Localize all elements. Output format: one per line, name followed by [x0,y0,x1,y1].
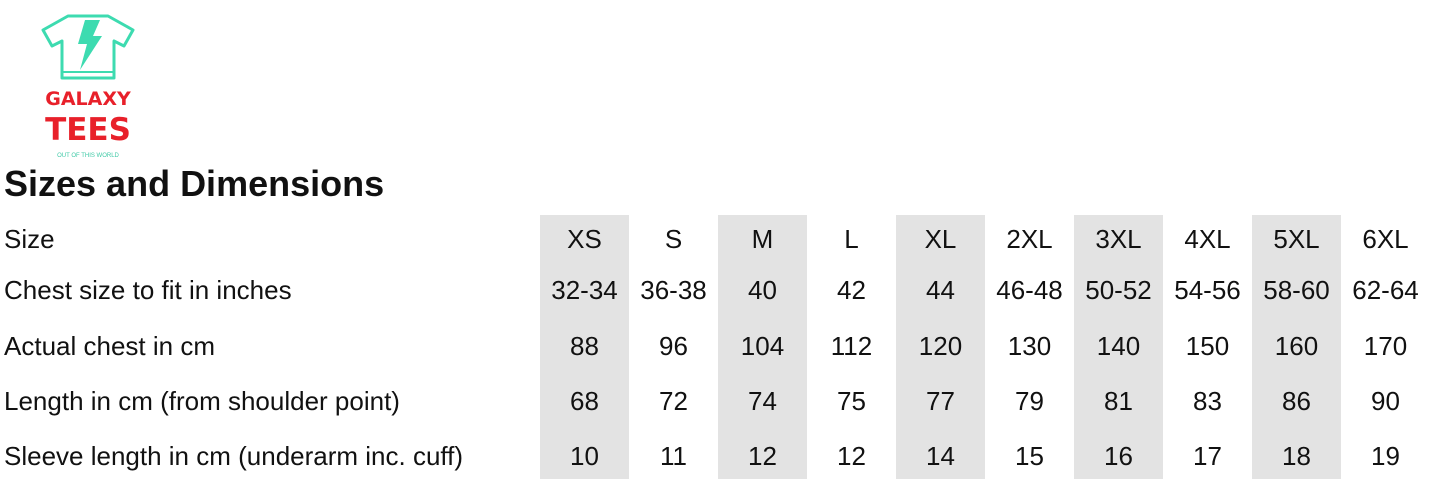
galaxy-tees-logo: GALAXY TEES OUT OF THIS WORLD [38,10,138,162]
table-cell: 42 [837,275,866,305]
row-label: Chest size to fit in inches [4,275,292,305]
table-cell: 12 [837,441,866,471]
table-cell: 75 [837,386,866,416]
size-header: 3XL [1095,224,1142,254]
column-shade [896,215,985,479]
table-cell: 68 [570,386,599,416]
table-cell: 96 [659,331,688,361]
table-cell: 79 [1015,386,1044,416]
table-cell: 170 [1363,331,1408,361]
table-cell: 77 [926,386,955,416]
table-cell: 50-52 [1085,275,1152,305]
table-cell: 32-34 [551,275,618,305]
table-cell: 15 [1015,441,1044,471]
column-shade [1252,215,1341,479]
table-cell: 19 [1371,441,1400,471]
row-label: Sleeve length in cm (underarm inc. cuff) [4,441,464,471]
table-cell: 90 [1371,386,1400,416]
table-cell: 120 [918,331,963,361]
column-shade [1074,215,1163,479]
logo-text-tees: TEES [45,112,131,148]
table-cell: 86 [1282,386,1311,416]
size-header: XS [567,224,602,254]
table-cell: 36-38 [640,275,707,305]
table-cell: 83 [1193,386,1222,416]
table-cell: 11 [660,441,687,471]
table-cell: 112 [830,331,873,361]
table-cell: 16 [1104,441,1133,471]
tshirt-lightning-icon [41,14,135,80]
row-label: Length in cm (from shoulder point) [4,386,400,416]
table-cell: 54-56 [1174,275,1241,305]
table-cell: 17 [1193,441,1222,471]
page-title: Sizes and Dimensions [4,163,385,204]
table-cell: 40 [748,275,777,305]
size-header: S [664,224,683,254]
logo-tagline: OUT OF THIS WORLD [57,153,119,159]
logo-text-galaxy: GALAXY [45,88,131,110]
table-cell: 18 [1282,441,1311,471]
table-cell: 88 [570,331,599,361]
size-header: XL [924,224,957,254]
size-header: M [751,224,774,254]
row-label-size: Size [4,224,55,254]
table-cell: 12 [748,441,777,471]
row-label: Actual chest in cm [4,331,215,361]
table-cell: 81 [1104,386,1133,416]
table-cell: 150 [1185,331,1230,361]
size-header: 4XL [1184,224,1231,254]
table-cell: 58-60 [1263,275,1330,305]
table-cell: 62-64 [1352,275,1419,305]
column-shade [718,215,807,479]
table-cell: 10 [570,441,599,471]
table-cell: 130 [1007,331,1052,361]
size-header: 6XL [1362,224,1409,254]
table-cell: 72 [659,386,688,416]
table-cell: 14 [926,441,955,471]
size-header: L [844,224,859,254]
size-header: 5XL [1273,224,1320,254]
table-cell: 140 [1096,331,1141,361]
table-cell: 46-48 [996,275,1063,305]
table-cell: 44 [926,275,955,305]
column-shade [540,215,629,479]
table-cell: 104 [740,331,785,361]
size-header: 2XL [1006,224,1053,254]
table-cell: 74 [748,386,777,416]
table-cell: 160 [1274,331,1319,361]
